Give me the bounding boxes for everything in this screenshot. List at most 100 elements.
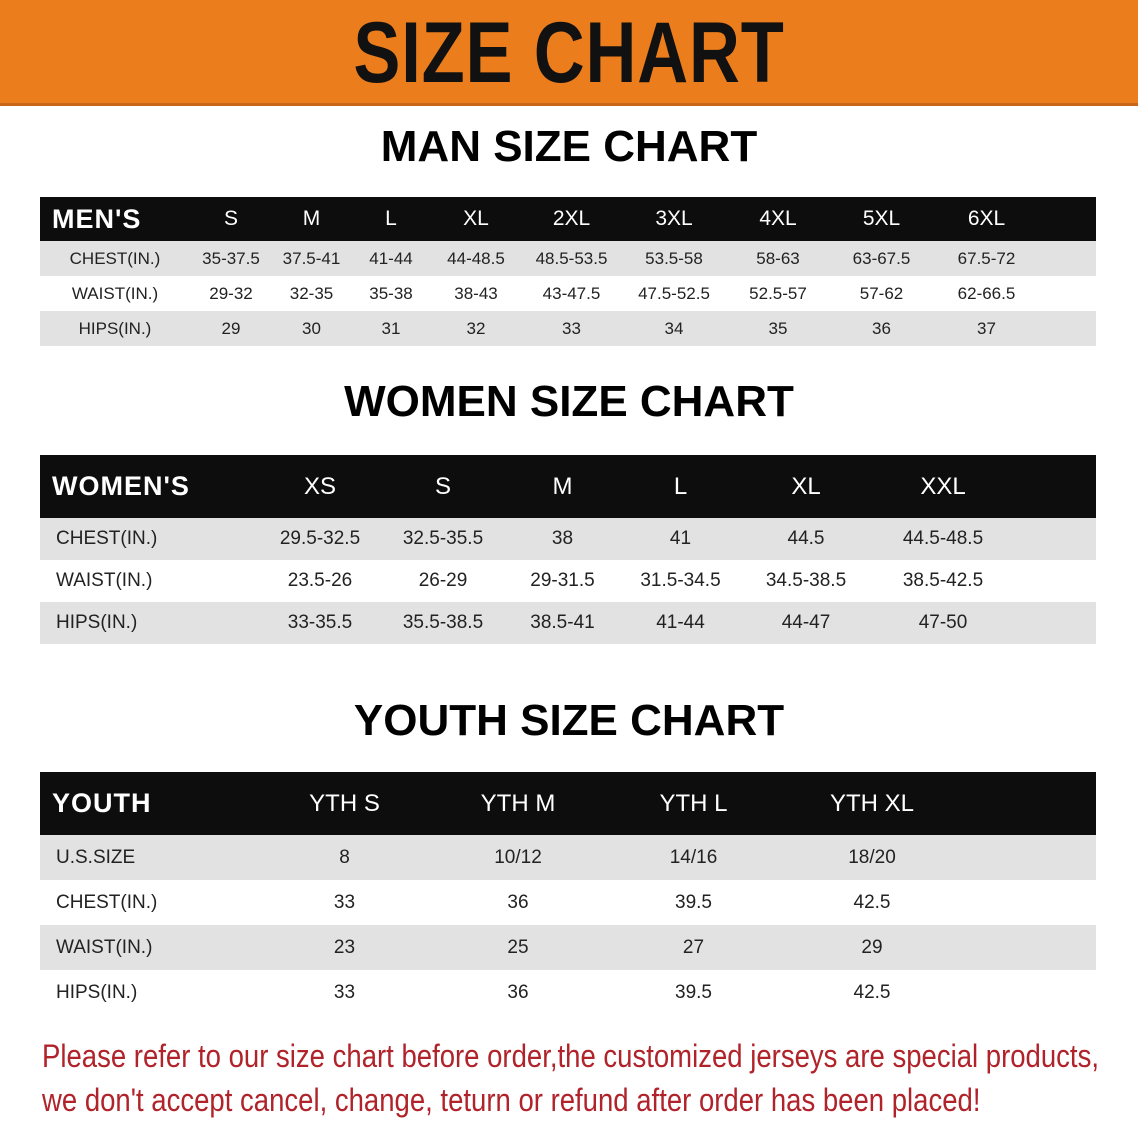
table-row: CHEST(IN.) 35-37.5 37.5-41 41-44 44-48.5 48.5… [40,241,1096,276]
table-cell: 42.5 [853,981,891,1003]
size-header: XL [791,472,821,500]
size-header: 6XL [967,207,1006,230]
row-label: HIPS(IN.) [56,612,138,633]
table-cell: 38.5-41 [530,612,595,633]
size-header: YTH M [480,789,556,817]
table-cell: 35 [768,318,788,338]
table-cell: 32.5-35.5 [402,528,484,549]
youth-section-title: YOUTH SIZE CHART [353,696,785,745]
size-header: S [434,472,451,500]
table-cell: 38.5-42.5 [902,570,984,591]
table-cell: 10/12 [494,846,542,868]
table-cell: 29 [221,318,241,338]
table-cell: 18/20 [848,846,896,868]
table-cell: 31.5-34.5 [640,570,721,591]
table-cell: 41-44 [656,612,705,633]
table-header-label: WOMEN'S [52,471,190,501]
table-cell: 62-66.5 [957,283,1016,303]
table-cell: 36 [507,891,529,913]
table-cell: 29.5-32.5 [279,528,361,549]
table-cell: 37 [977,318,996,338]
table-cell: 44.5 [787,528,825,549]
table-cell: 47-50 [918,612,968,633]
table-cell: 39.5 [675,891,712,913]
row-label: CHEST(IN.) [56,891,158,913]
row-label: CHEST(IN.) [69,248,161,268]
table-cell: 67.5-72 [957,248,1016,268]
table-cell: 27 [682,936,705,958]
table-row: WAIST(IN.) 23.5-26 26-29 29-31.5 31.5-34.5 34… [40,560,1096,602]
table-row: HIPS(IN.) 33-35.5 35.5-38.5 38.5-41 41-44 44-… [40,602,1096,644]
table-row: WAIST(IN.) 29-32 32-35 35-38 38-43 43-47.5 47.… [40,276,1096,311]
notice-line-1: Please refer to our size chart before or… [42,1038,1099,1074]
size-header: M [302,207,321,230]
table-row: CHEST(IN.) 33 36 39.5 42.5 [40,880,1096,925]
size-header: XS [303,472,336,500]
row-label: CHEST(IN.) [56,528,158,549]
table-cell: 26-29 [418,570,468,591]
size-header: L [673,472,688,500]
table-cell: 42.5 [853,891,891,913]
size-header: 3XL [655,207,693,230]
women-size-table: WOMEN'S XS S M L XL XXL CHEST(IN.) 29.5-32.5 32.5… [40,455,1096,644]
banner: SIZE CHART [0,0,1138,106]
table-cell: 33 [562,318,581,338]
table-cell: 63-67.5 [852,248,911,268]
table-cell: 23 [333,936,356,958]
table-cell: 32-35 [289,283,334,303]
size-header: 2XL [552,207,591,230]
row-label: U.S.SIZE [56,846,136,868]
row-label: WAIST(IN.) [56,936,153,958]
table-cell: 37.5-41 [282,248,341,268]
table-cell: 35-37.5 [202,248,260,268]
table-cell: 31 [381,318,401,338]
table-cell: 32 [466,318,486,338]
table-cell: 41 [669,528,692,549]
table-cell: 38-43 [454,283,498,303]
men-section-title: MAN SIZE CHART [380,122,758,171]
table-cell: 30 [302,318,321,338]
row-label: HIPS(IN.) [56,981,138,1003]
size-header: S [223,207,238,230]
men-size-table: MEN'S S M L XL 2XL 3XL 4XL 5XL 6XL CHEST(IN.) 35-37… [40,197,1096,346]
table-cell: 33 [333,981,356,1003]
banner-title: SIZE CHART [353,5,785,101]
table-header-row: YOUTH YTH S YTH M YTH L YTH XL [40,772,1096,835]
row-label: WAIST(IN.) [71,283,159,303]
table-header-row: WOMEN'S XS S M L XL XXL [40,455,1096,518]
table-cell: 36 [507,981,529,1003]
table-cell: 44.5-48.5 [902,528,984,549]
table-cell: 53.5-58 [645,248,703,268]
table-cell: 33-35.5 [287,612,353,633]
table-row: WAIST(IN.) 23 25 27 29 [40,925,1096,970]
size-header: M [552,472,573,500]
table-cell: 8 [339,846,350,868]
notice-line-2: we don't accept cancel, change, teturn o… [42,1082,981,1118]
table-cell: 29-31.5 [530,570,595,591]
table-cell: 35-38 [369,283,413,303]
row-label: WAIST(IN.) [56,570,153,591]
table-row: HIPS(IN.) 33 36 39.5 42.5 [40,970,1096,1015]
size-header: XXL [920,472,966,500]
table-cell: 47.5-52.5 [638,283,710,303]
table-cell: 29-32 [209,283,253,303]
table-cell: 44-48.5 [447,248,505,268]
table-header-row: MEN'S S M L XL 2XL 3XL 4XL 5XL 6XL [40,197,1096,241]
table-cell: 44-47 [781,612,831,633]
table-cell: 39.5 [675,981,712,1003]
table-cell: 35.5-38.5 [402,612,484,633]
women-section-title: WOMEN SIZE CHART [344,377,794,426]
size-header: 4XL [759,207,797,230]
size-header: XL [463,207,489,230]
table-cell: 38 [551,528,574,549]
size-header: 5XL [862,207,901,230]
table-cell: 58-63 [756,248,800,268]
size-header: YTH XL [829,789,915,817]
table-cell: 25 [507,936,529,958]
table-row: U.S.SIZE 8 10/12 14/16 18/20 [40,835,1096,880]
table-row: HIPS(IN.) 29 30 31 32 33 34 35 36 37 [40,311,1096,346]
table-cell: 14/16 [669,846,718,868]
table-cell: 34.5-38.5 [765,570,847,591]
table-cell: 57-62 [859,283,904,303]
